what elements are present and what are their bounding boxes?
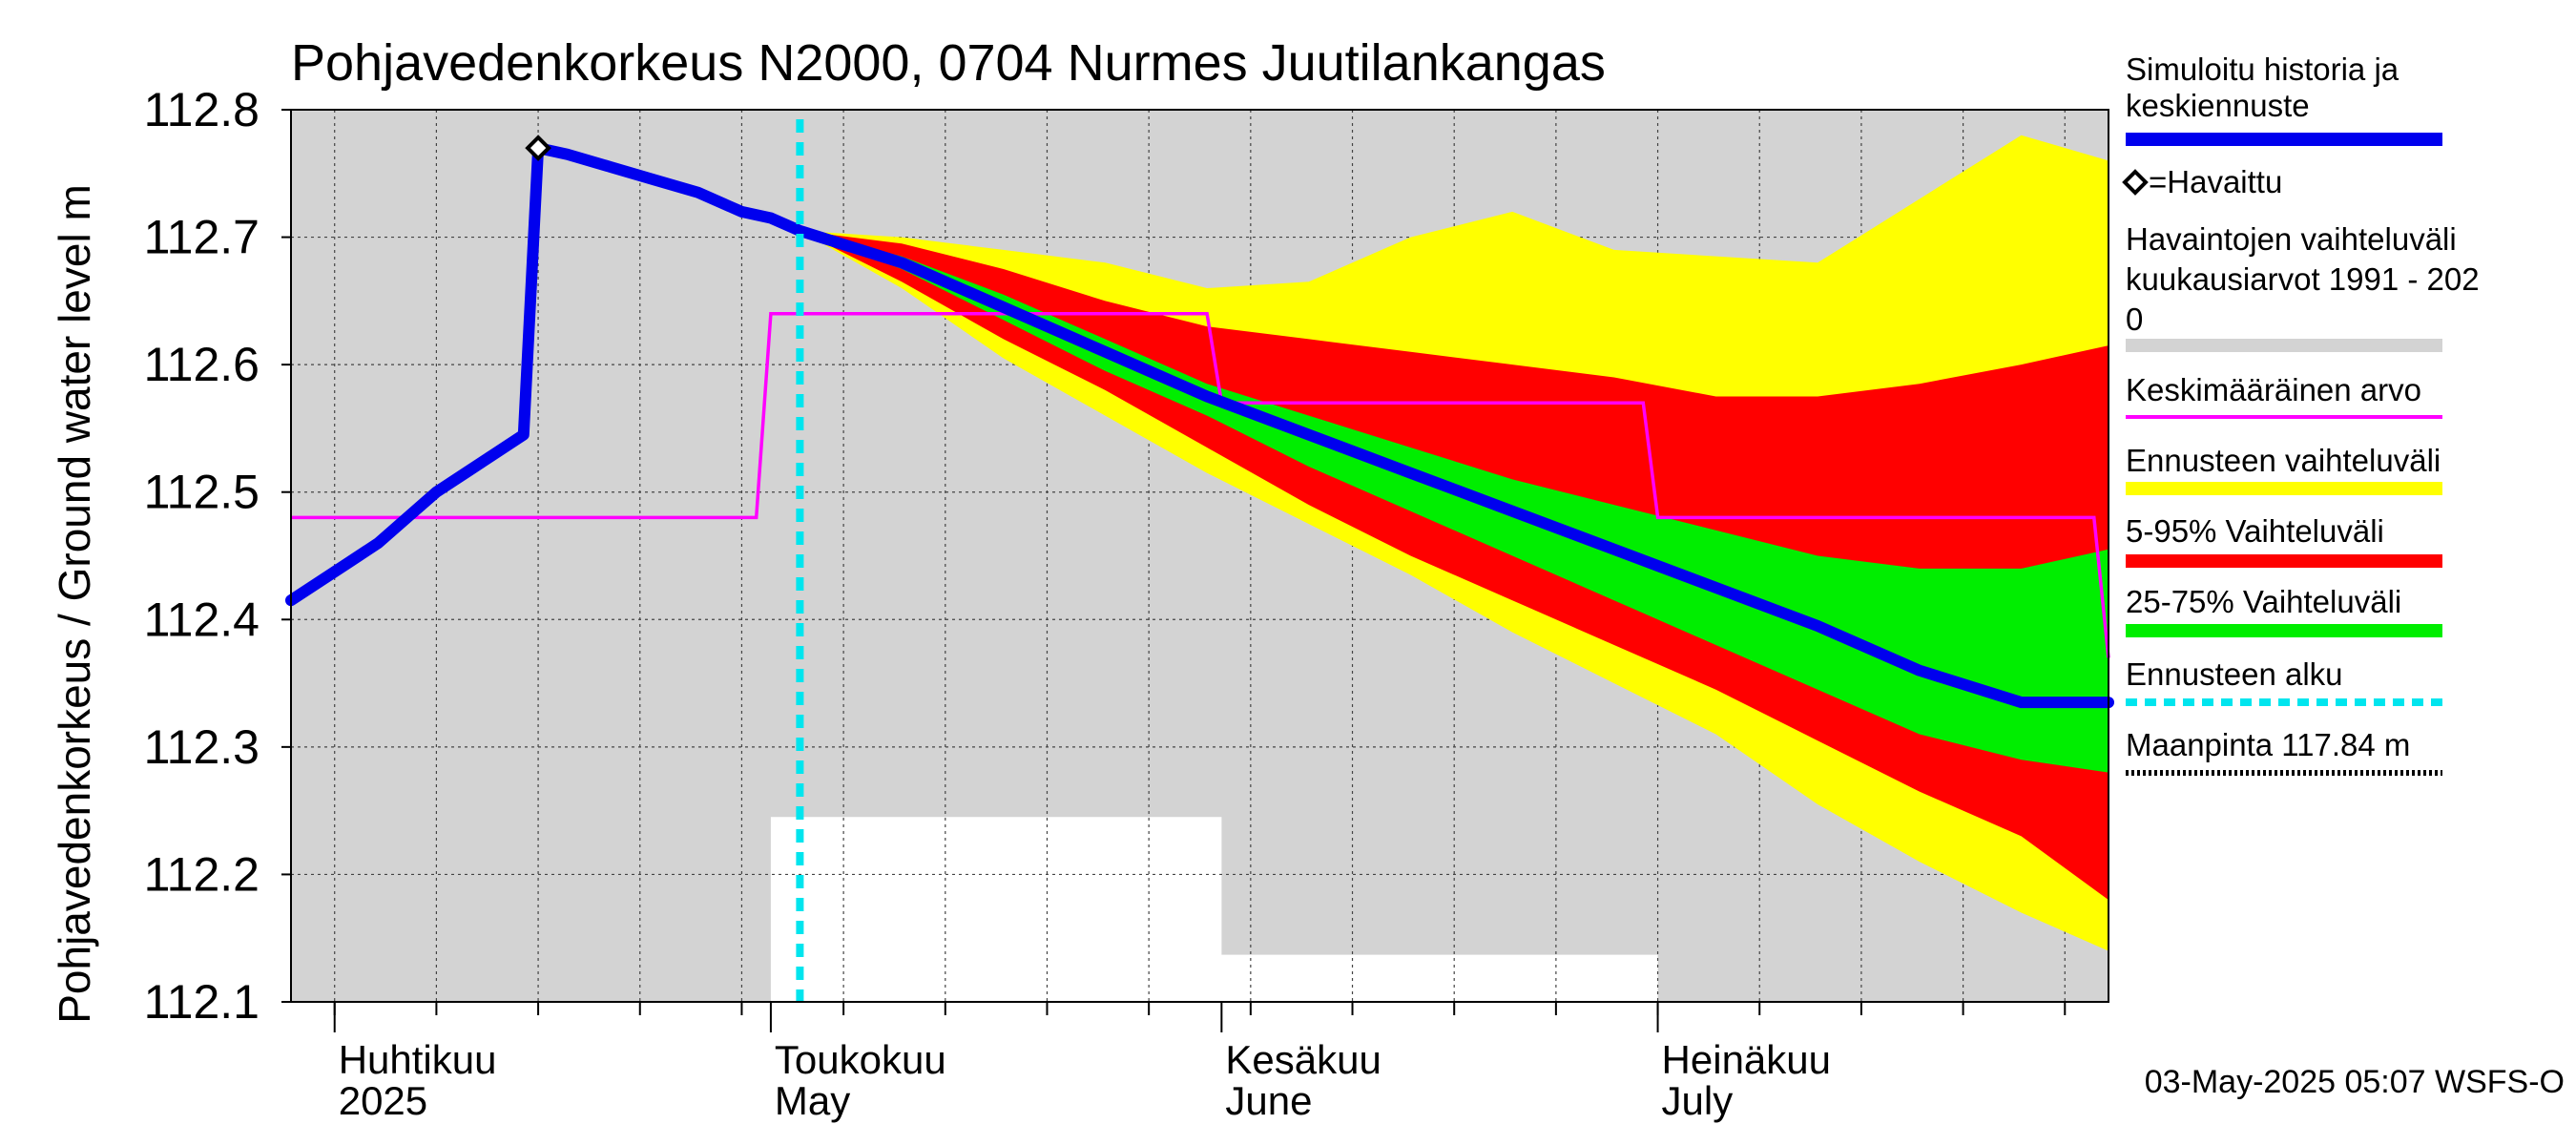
month-label-fi: Huhtikuu [339,1037,497,1082]
y-tick-label: 112.4 [144,593,260,646]
month-label-fi: Kesäkuu [1225,1037,1381,1082]
y-tick-label: 112.5 [144,466,260,519]
y-tick-label: 112.8 [144,83,260,136]
chart-title: Pohjavedenkorkeus N2000, 0704 Nurmes Juu… [291,34,1606,92]
month-label-fi: Toukokuu [775,1037,946,1082]
timestamp-label: 03-May-2025 05:07 WSFS-O [2145,1064,2565,1100]
simulated-median-path [285,142,2114,709]
forecast-5-95-band [800,230,2109,901]
legend-label: =Havaittu [2149,164,2282,199]
y-tick-label: 112.7 [144,211,260,264]
simulated-median-line [285,142,2114,709]
legend-label: 25-75% Vaihteluväli [2126,584,2401,619]
plot-area [285,109,2114,1003]
legend-label: Havaintojen vaihteluväli [2126,221,2457,257]
y-tick-label: 112.3 [144,720,260,774]
y-axis-ticks: 112.1 112.2 112.3 112.4 112.5 112.6 112.7 112.8 [144,83,291,1029]
month-label-en: 2025 [339,1078,427,1123]
legend-label: keskiennuste [2126,88,2310,123]
observed-points [525,135,551,161]
legend-label: Ennusteen alku [2126,656,2343,692]
legend-label: Maanpinta 117.84 m [2126,727,2410,762]
legend-label: Simuloitu historia ja [2126,52,2399,87]
legend-label: Keskimääräinen arvo [2126,372,2421,407]
y-tick-label: 112.2 [144,847,260,901]
legend-diamond-icon [2122,169,2149,196]
observed-diamond-marker [525,135,551,161]
legend-label: 5-95% Vaihteluväli [2126,513,2384,549]
month-label-fi: Heinäkuu [1662,1037,1831,1082]
plot-frame [290,109,2109,1003]
legend-label: kuukausiarvot 1991 - 202 [2126,261,2480,297]
legend-label: 0 [2126,302,2143,337]
legend-label: Ennusteen vaihteluväli [2126,443,2441,478]
y-tick-label: 112.6 [144,338,260,391]
month-label-en: July [1662,1078,1734,1123]
month-label-en: May [775,1078,850,1123]
y-tick-label: 112.1 [144,975,260,1029]
month-label-en: June [1225,1078,1312,1123]
y-axis-label: Pohjavedenkorkeus / Ground water level m [50,184,99,1024]
